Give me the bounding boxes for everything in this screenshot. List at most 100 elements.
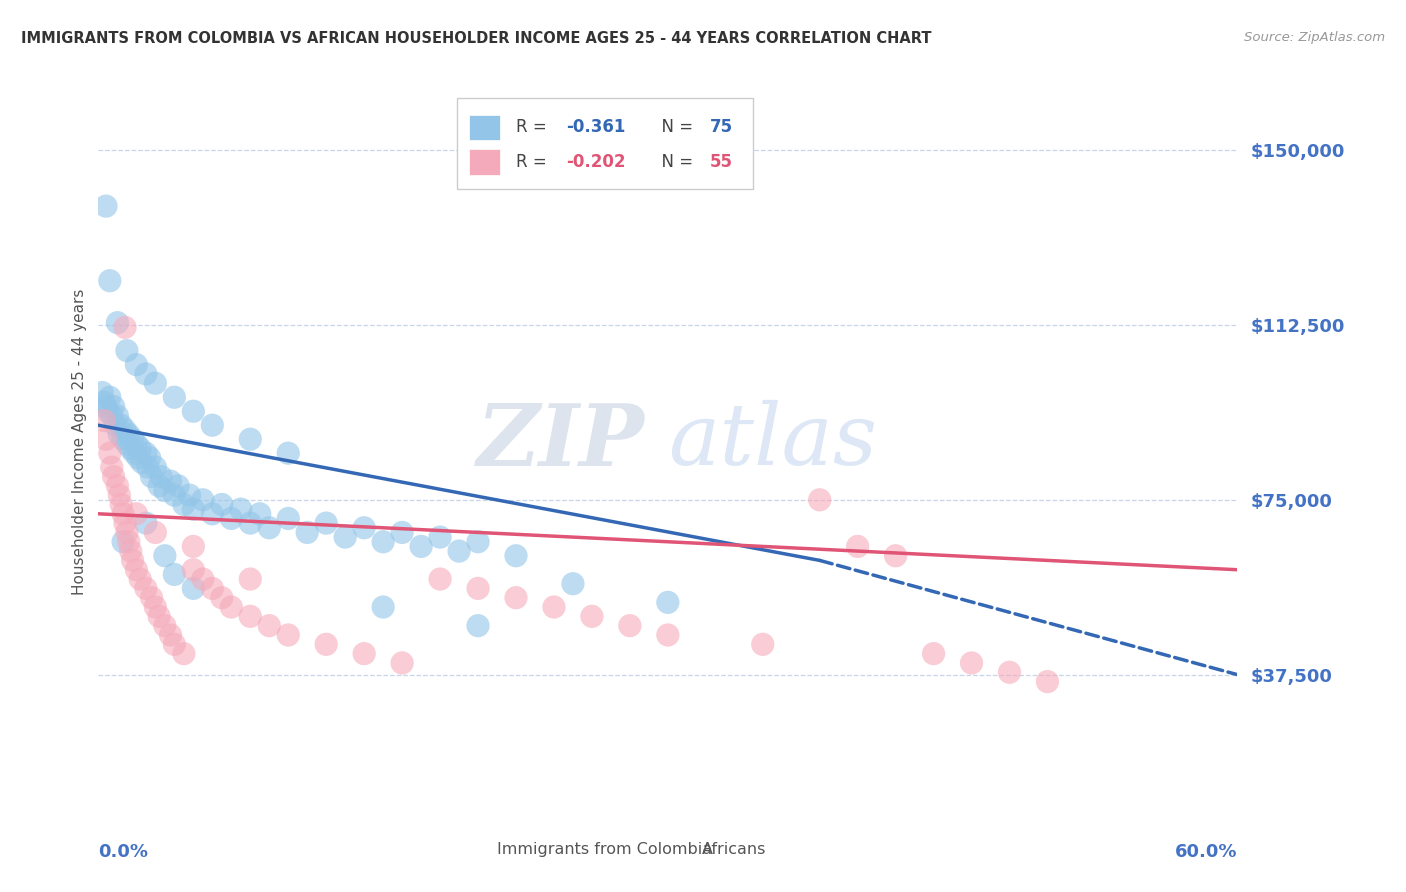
Point <box>141 469 163 483</box>
Point <box>107 479 129 493</box>
FancyBboxPatch shape <box>457 841 489 863</box>
Text: Africans: Africans <box>702 842 766 857</box>
Point <box>371 534 394 549</box>
Point <box>98 446 121 460</box>
Point <box>277 511 299 525</box>
Point <box>100 460 122 475</box>
Point <box>163 637 186 651</box>
Point <box>110 418 132 433</box>
Point <box>125 358 148 372</box>
Point <box>808 492 831 507</box>
Point <box>183 540 205 554</box>
Point <box>97 404 120 418</box>
Point <box>145 600 167 615</box>
Point <box>125 563 148 577</box>
Point <box>211 591 233 605</box>
Point <box>173 498 195 512</box>
Point <box>118 534 141 549</box>
Point <box>112 432 135 446</box>
Text: -0.202: -0.202 <box>567 153 626 171</box>
Point <box>145 460 167 475</box>
Point <box>120 442 142 456</box>
Point <box>91 385 114 400</box>
Point <box>108 488 131 502</box>
Point <box>159 474 181 488</box>
Point <box>135 582 157 596</box>
Point <box>167 479 190 493</box>
Point <box>173 647 195 661</box>
Point <box>183 404 205 418</box>
Point <box>135 446 157 460</box>
Point <box>249 507 271 521</box>
Point <box>960 656 983 670</box>
Point <box>141 591 163 605</box>
Point <box>467 534 489 549</box>
Point <box>115 525 138 540</box>
Point <box>163 488 186 502</box>
Point <box>562 576 585 591</box>
Point <box>581 609 603 624</box>
Text: N =: N = <box>651 119 699 136</box>
Point <box>221 511 243 525</box>
Point <box>259 521 281 535</box>
Point <box>467 582 489 596</box>
Point <box>107 316 129 330</box>
Point <box>100 409 122 423</box>
Point <box>657 595 679 609</box>
Point <box>153 549 176 563</box>
Point <box>135 367 157 381</box>
Text: -0.361: -0.361 <box>567 119 626 136</box>
Point <box>98 274 121 288</box>
Point <box>153 618 176 632</box>
Point <box>108 427 131 442</box>
Point <box>127 450 149 465</box>
Point <box>239 609 262 624</box>
Text: ZIP: ZIP <box>477 400 645 483</box>
Point <box>115 343 138 358</box>
Point <box>335 530 357 544</box>
Text: R =: R = <box>516 119 553 136</box>
Point <box>110 498 132 512</box>
Point <box>94 432 117 446</box>
Point <box>315 637 337 651</box>
Point <box>93 413 115 427</box>
Text: 55: 55 <box>710 153 733 171</box>
Point <box>145 376 167 391</box>
Point <box>201 507 224 521</box>
Point <box>411 540 433 554</box>
Point <box>114 423 136 437</box>
Point <box>191 492 214 507</box>
Point <box>94 199 117 213</box>
Point <box>884 549 907 563</box>
Point <box>657 628 679 642</box>
Point <box>107 409 129 423</box>
Point <box>93 395 115 409</box>
Point <box>239 516 262 530</box>
Point <box>112 534 135 549</box>
Text: 75: 75 <box>710 119 733 136</box>
Point <box>201 418 224 433</box>
Point <box>277 628 299 642</box>
Text: IMMIGRANTS FROM COLOMBIA VS AFRICAN HOUSEHOLDER INCOME AGES 25 - 44 YEARS CORREL: IMMIGRANTS FROM COLOMBIA VS AFRICAN HOUS… <box>21 31 932 46</box>
Text: N =: N = <box>651 153 699 171</box>
Point <box>121 553 143 567</box>
Point <box>103 469 125 483</box>
Point <box>148 609 170 624</box>
Point <box>98 390 121 404</box>
Point <box>183 502 205 516</box>
Point <box>150 469 173 483</box>
Point <box>114 320 136 334</box>
Point <box>239 572 262 586</box>
Point <box>922 647 945 661</box>
Point <box>124 446 146 460</box>
Point <box>391 656 413 670</box>
FancyBboxPatch shape <box>457 98 754 189</box>
Point <box>277 446 299 460</box>
Point <box>449 544 471 558</box>
Point <box>112 507 135 521</box>
Point <box>115 437 138 451</box>
Point <box>125 437 148 451</box>
Point <box>159 628 181 642</box>
Point <box>429 572 451 586</box>
Point <box>136 460 159 475</box>
